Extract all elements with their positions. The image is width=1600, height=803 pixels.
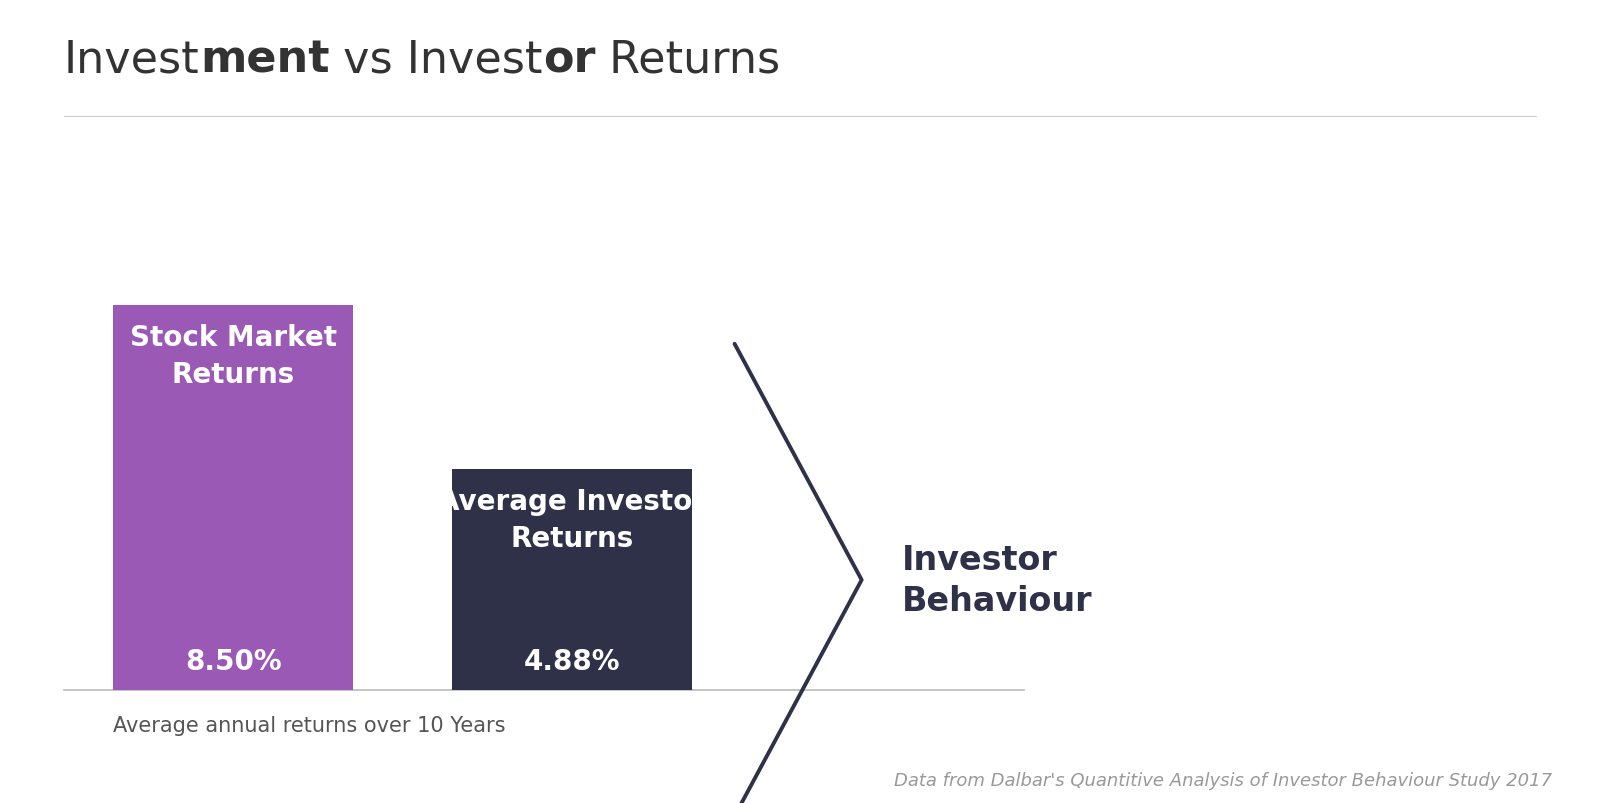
Bar (114, 306, 354, 691)
Text: Stock Market
Returns: Stock Market Returns (130, 324, 338, 389)
Text: Average Investor
Returns: Average Investor Returns (438, 487, 706, 552)
Bar (453, 470, 693, 691)
Text: Invest: Invest (64, 39, 200, 82)
Text: or: or (542, 39, 595, 82)
Text: Data from Dalbar's Quantitive Analysis of Investor Behaviour Study 2017: Data from Dalbar's Quantitive Analysis o… (894, 771, 1552, 789)
Text: 8.50%: 8.50% (186, 646, 282, 675)
Text: vs Invest: vs Invest (330, 39, 542, 82)
Text: ment: ment (200, 39, 330, 82)
Text: 4.88%: 4.88% (523, 646, 621, 675)
Text: Returns: Returns (595, 39, 781, 82)
Text: Average annual returns over 10 Years: Average annual returns over 10 Years (114, 715, 506, 736)
Text: Investor
Behaviour: Investor Behaviour (902, 544, 1093, 617)
